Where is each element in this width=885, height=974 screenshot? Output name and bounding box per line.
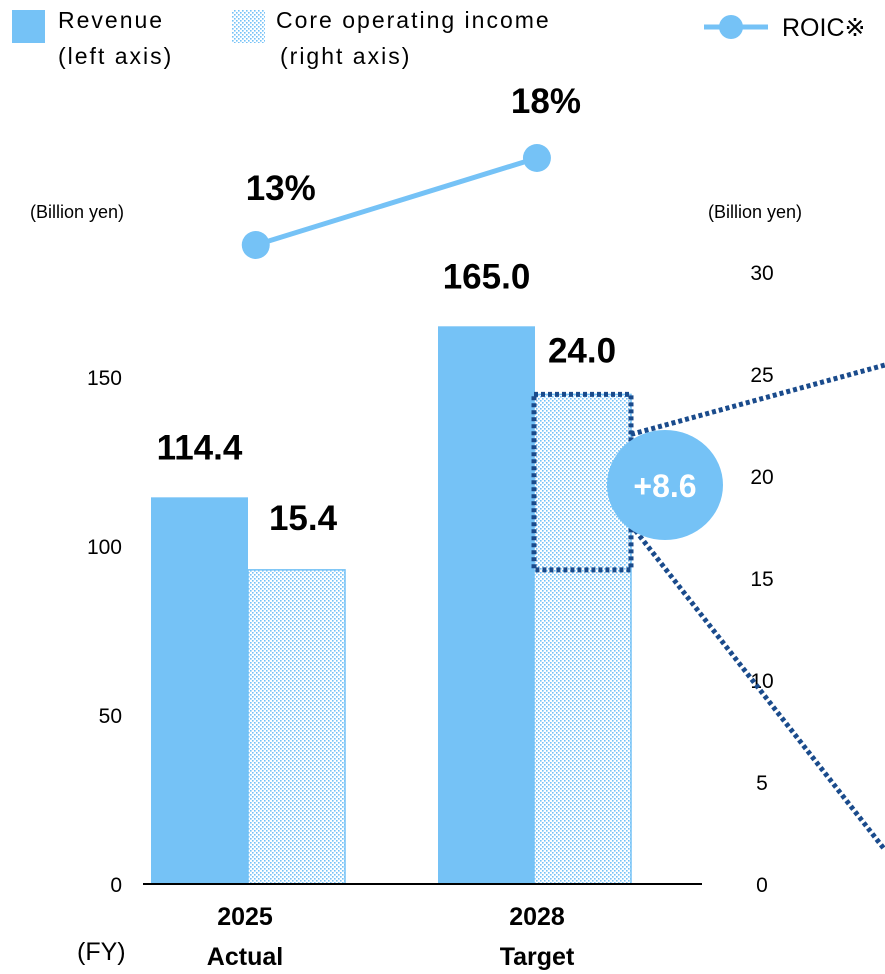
category-label-2028: Target <box>500 943 575 971</box>
revenue-data-label-2028: 165.0 <box>443 257 531 296</box>
roic-point-2025 <box>241 231 270 259</box>
roic-series <box>241 144 551 259</box>
legend-marker-roic <box>719 15 743 39</box>
left-axis-tick-label: 50 <box>99 705 122 728</box>
roic-point-2028 <box>522 144 551 172</box>
revenue-bar-2025 <box>151 497 248 884</box>
legend-label-roic: ROIC※ <box>782 14 865 42</box>
roic-data-label-2028: 18% <box>511 82 581 121</box>
legend-label-revenue-line1: Revenue <box>58 7 164 33</box>
category-label-2025: Actual <box>207 943 283 971</box>
roic-line <box>255 155 538 248</box>
legend-label-core-income-line2: (right axis) <box>280 43 411 69</box>
right-axis-tick-label: 15 <box>750 568 773 591</box>
fy-label: (FY) <box>77 938 126 966</box>
right-axis-unit: (Billion yen) <box>708 202 802 222</box>
category-year-2025: 2025 <box>217 903 273 931</box>
data-labels: 114.4 165.0 15.4 24.0 13% 18% <box>157 82 616 538</box>
bars <box>151 326 632 885</box>
legend-swatch-core-income <box>232 10 265 43</box>
core-income-data-label-2028: 24.0 <box>548 331 616 370</box>
right-axis-tick-label: 0 <box>756 874 768 897</box>
core-income-data-label-2025: 15.4 <box>269 499 338 538</box>
roic-data-label-2025: 13% <box>246 169 316 208</box>
core-income-bar-2025 <box>247 569 346 885</box>
left-axis-tick-label: 100 <box>87 536 122 559</box>
left-axis-tick-label: 0 <box>110 874 122 897</box>
left-axis-tick-label: 150 <box>87 367 122 390</box>
legend-label-revenue-line2: (left axis) <box>58 43 173 69</box>
legend: Revenue (left axis) Core operating incom… <box>12 7 865 69</box>
legend-label-core-income-line1: Core operating income <box>276 7 551 33</box>
x-axis-categories: 2025 Actual 2028 Target <box>207 903 575 971</box>
right-axis-tick-label: 30 <box>750 262 773 285</box>
category-year-2028: 2028 <box>509 903 565 931</box>
left-axis: 0 50 100 150 <box>87 367 122 897</box>
left-axis-unit: (Billion yen) <box>30 202 124 222</box>
zoom-line-bottom <box>629 523 885 852</box>
revenue-bar-2028 <box>438 326 535 884</box>
right-axis-tick-label: 5 <box>756 772 768 795</box>
zoom-line-top <box>630 362 885 437</box>
revenue-data-label-2025: 114.4 <box>157 428 243 467</box>
increase-callout <box>607 430 723 540</box>
right-axis-tick-label: 20 <box>750 466 773 489</box>
legend-swatch-revenue <box>12 10 45 43</box>
right-axis-tick-label: 25 <box>750 364 773 387</box>
increase-callout-label: +8.6 <box>633 468 696 504</box>
